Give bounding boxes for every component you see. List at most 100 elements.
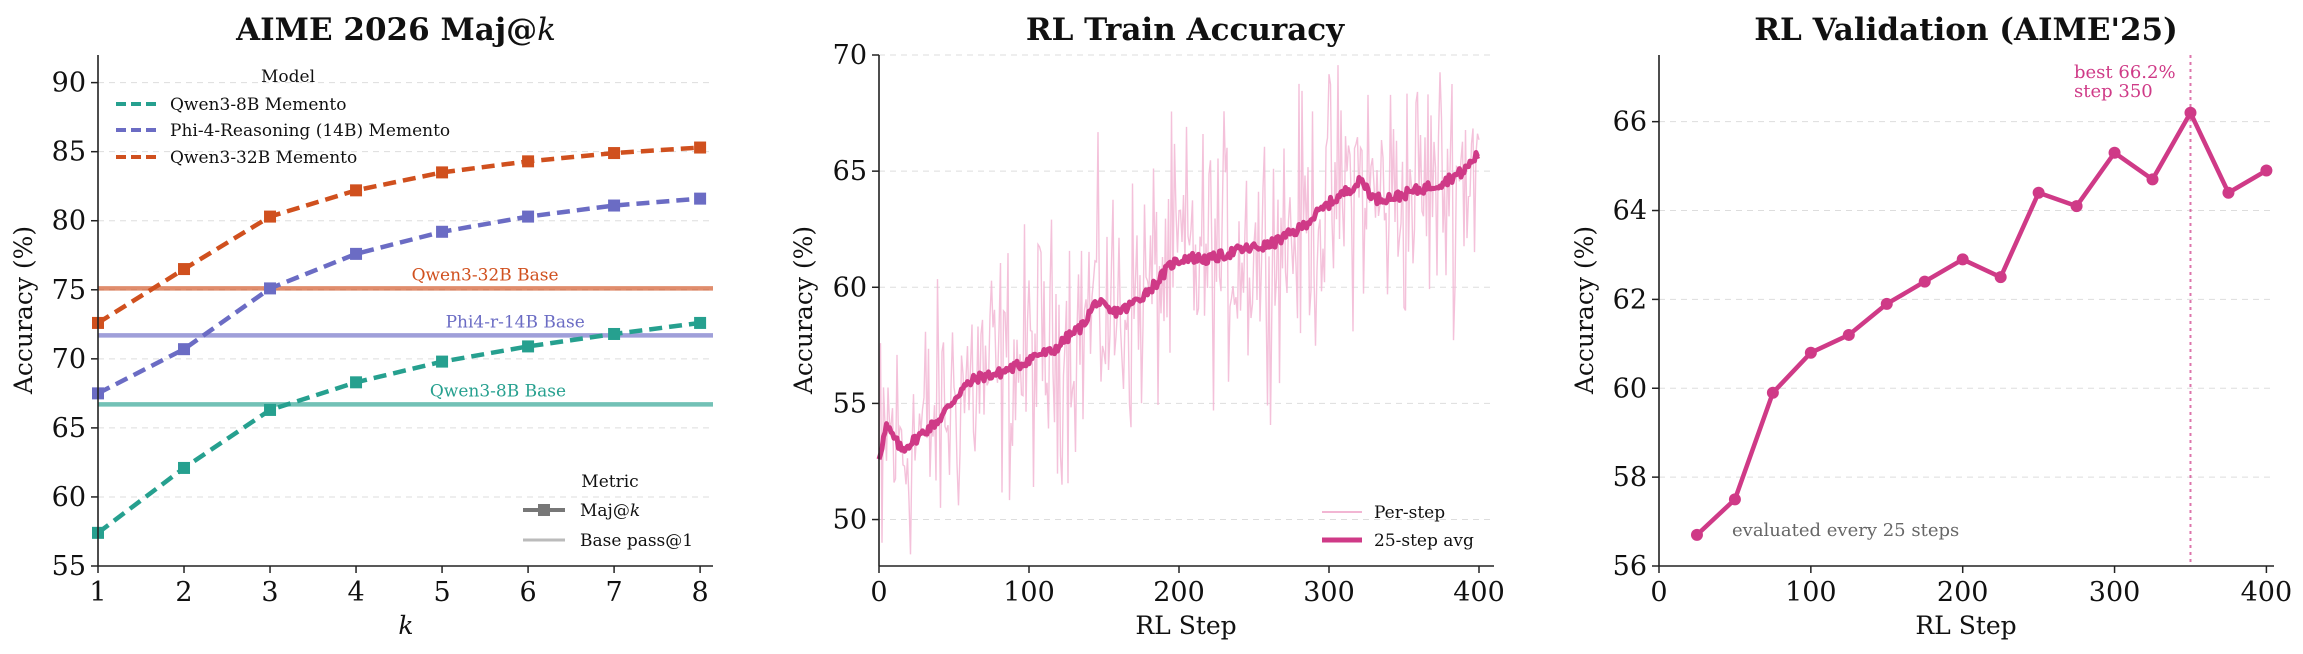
train-x-tick-label: 0 [870, 577, 887, 608]
series-marker [522, 210, 535, 223]
val-point [1956, 253, 1969, 266]
series-marker [350, 184, 363, 197]
train-y-tick-label: 50 [833, 505, 867, 536]
avg-line [876, 150, 1481, 460]
train-axes: 50 55 60 65 70 0 100 200 300 400 [833, 40, 1505, 608]
val-best-annotation-line2: step 350 [2074, 81, 2153, 102]
series-marker [694, 192, 707, 205]
val-y-tick-label: 64 [1613, 196, 1647, 227]
val-best-annotation-line1: best 66.2% [2074, 62, 2176, 83]
aime-x-tick-label: 2 [175, 577, 192, 608]
val-point [2070, 200, 2083, 213]
val-series [1690, 55, 2273, 566]
val-point [2108, 146, 2121, 159]
aime-y-tick-label: 85 [52, 137, 86, 168]
val-point [2222, 186, 2235, 199]
series-marker [350, 376, 363, 389]
aime-y-tick-label: 55 [52, 551, 86, 582]
val-point [1690, 528, 1703, 541]
aime-x-tick-label: 8 [692, 577, 709, 608]
baseline-label: Qwen3-8B Base [430, 381, 566, 401]
aime-y-tick-label: 90 [52, 68, 86, 99]
series-line [96, 320, 701, 535]
train-x-tick-label: 400 [1453, 577, 1505, 608]
val-ylabel: Accuracy (%) [1570, 226, 1599, 395]
val-x-tick-label: 100 [1785, 577, 1837, 608]
aime-y-tick-label: 65 [52, 413, 86, 444]
val-x-tick-label: 400 [2241, 577, 2293, 608]
series-marker [436, 225, 449, 238]
val-point [1918, 275, 1931, 288]
series-marker [522, 340, 535, 353]
val-y-tick-label: 66 [1613, 107, 1647, 138]
series-marker [694, 141, 707, 154]
series-marker [264, 403, 277, 416]
val-y-tick-label: 62 [1613, 284, 1647, 315]
legend-label-per-step: Per-step [1374, 503, 1445, 523]
legend-label-majk: Maj@k [580, 501, 640, 521]
series-marker [608, 327, 621, 340]
train-y-tick-label: 55 [833, 388, 867, 419]
train-y-tick-label: 60 [833, 272, 867, 303]
aime-x-tick-label: 4 [347, 577, 364, 608]
series-marker [350, 247, 363, 260]
rl-validation-chart: RL Validation (AIME'25) 56 58 60 62 64 66 0 100… [1570, 12, 2292, 640]
series-line [96, 196, 701, 396]
val-chart-title: RL Validation (AIME'25) [1754, 12, 2178, 48]
aime-model-legend: Model Qwen3-8B Memento Phi-4-Reasoning (… [116, 67, 450, 168]
metric-legend-title: Metric [581, 472, 638, 492]
val-point [2184, 106, 2197, 119]
train-y-tick-label: 70 [833, 40, 867, 71]
val-point [2032, 186, 2045, 199]
aime-xlabel: k [398, 611, 413, 640]
aime-x-tick-label: 7 [605, 577, 622, 608]
series-marker [436, 355, 449, 368]
val-xlabel: RL Step [1915, 611, 2016, 640]
aime-y-tick-label: 60 [52, 482, 86, 513]
series-marker [694, 316, 707, 329]
aime-x-tick-label: 6 [519, 577, 536, 608]
train-ylabel: Accuracy (%) [789, 226, 818, 395]
val-point [2146, 173, 2159, 186]
aime-y-tick-label: 80 [52, 206, 86, 237]
train-series [876, 65, 1481, 555]
val-y-tick-label: 56 [1613, 551, 1647, 582]
val-point [1804, 346, 1817, 359]
series-marker [178, 263, 191, 276]
aime-majk-chart: AIME 2026 Maj@k Qwen3-32B Base Phi4-r-14B… [9, 12, 713, 640]
aime-y-tick-label: 70 [52, 344, 86, 375]
val-point [1728, 493, 1741, 506]
val-point [1766, 386, 1779, 399]
series-marker [178, 343, 191, 356]
aime-metric-legend: Metric Maj@k Base pass@1 [523, 472, 693, 551]
train-xlabel: RL Step [1135, 611, 1236, 640]
val-x-tick-label: 200 [1937, 577, 1989, 608]
series-marker [264, 282, 277, 295]
val-x-tick-label: 0 [1650, 577, 1667, 608]
train-x-tick-label: 300 [1303, 577, 1355, 608]
series-line [96, 145, 701, 325]
train-chart-title: RL Train Accuracy [1026, 12, 1345, 48]
train-x-tick-label: 100 [1003, 577, 1055, 608]
legend-label-qwen8: Qwen3-8B Memento [170, 95, 346, 115]
val-x-tick-label: 300 [2089, 577, 2141, 608]
series-marker [522, 155, 535, 168]
series-marker [608, 147, 621, 160]
train-gridlines [879, 54, 1494, 521]
val-point [1842, 328, 1855, 341]
series-marker [608, 199, 621, 212]
val-eval-note: evaluated every 25 steps [1732, 520, 1959, 541]
val-y-tick-label: 58 [1613, 462, 1647, 493]
aime-chart-title: AIME 2026 Maj@k [235, 12, 556, 48]
legend-label-qwen32: Qwen3-32B Memento [170, 148, 357, 168]
train-y-tick-label: 65 [833, 156, 867, 187]
aime-x-tick-label: 3 [261, 577, 278, 608]
rl-train-chart: RL Train Accuracy 50 55 60 65 70 0 100 200 300 40… [789, 12, 1505, 640]
series-marker [264, 210, 277, 223]
baseline-label: Phi4-r-14B Base [446, 312, 585, 332]
val-axes: 56 58 60 62 64 66 0 100 200 300 400 [1613, 55, 2293, 608]
train-legend: Per-step 25-step avg [1322, 503, 1474, 551]
val-point [1994, 271, 2007, 284]
train-x-tick-label: 200 [1153, 577, 1205, 608]
